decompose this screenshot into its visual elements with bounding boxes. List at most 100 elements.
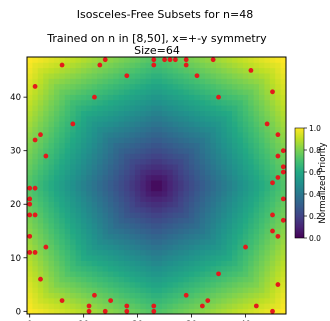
heatmap-cell: [80, 233, 87, 240]
heatmap-cell: [172, 217, 179, 224]
heatmap-cell: [242, 281, 249, 288]
heatmap-cell: [188, 222, 195, 229]
heatmap-cell: [248, 137, 255, 144]
heatmap-cell: [188, 185, 195, 192]
heatmap-cell: [113, 164, 120, 170]
heatmap-cell: [156, 73, 163, 79]
heatmap-cell: [215, 303, 222, 310]
heatmap-cell: [53, 164, 60, 170]
heatmap-cell: [53, 126, 60, 133]
heatmap-cell: [151, 228, 157, 235]
heatmap-cell: [280, 105, 287, 111]
heatmap-cell: [226, 281, 233, 288]
heatmap-cell: [102, 83, 109, 90]
heatmap-cell: [107, 148, 114, 154]
colorbar-ticks: 0.00.20.40.60.81.0: [304, 124, 321, 243]
heatmap-cell: [80, 94, 87, 101]
heatmap-cell: [118, 297, 125, 304]
heatmap-cell: [226, 249, 233, 256]
heatmap-cell: [107, 281, 114, 288]
heatmap-cell: [43, 174, 49, 181]
heatmap-cell: [97, 148, 103, 154]
heatmap-cell: [145, 201, 152, 208]
heatmap-cell: [97, 308, 103, 315]
heatmap-cell: [269, 99, 276, 106]
heatmap-cell: [269, 217, 276, 224]
heatmap-cell: [91, 78, 98, 85]
heatmap-cell: [91, 83, 98, 90]
heatmap-cell: [248, 255, 255, 261]
heatmap-cell: [70, 222, 76, 229]
heatmap-cell: [156, 303, 163, 310]
heatmap-cell: [140, 185, 147, 192]
heatmap-cell: [172, 94, 179, 101]
heatmap-cell: [221, 105, 228, 111]
heatmap-cell: [43, 281, 49, 288]
heatmap-cell: [75, 276, 82, 283]
heatmap-cell: [194, 255, 201, 261]
heatmap-cell: [178, 190, 184, 197]
heatmap-cell: [140, 169, 147, 176]
heatmap-cell: [275, 158, 282, 165]
heatmap-cell: [129, 276, 136, 283]
heatmap-cell: [275, 303, 282, 310]
heatmap-cell: [269, 260, 276, 267]
heatmap-cell: [64, 115, 71, 122]
heatmap-cell: [91, 308, 98, 315]
heatmap-cell: [107, 131, 114, 138]
heatmap-cell: [32, 94, 39, 101]
heatmap-cell: [161, 142, 168, 149]
heatmap-cell: [188, 190, 195, 197]
heatmap-cell: [70, 174, 76, 181]
heatmap-cell: [37, 121, 44, 127]
heatmap-cell: [151, 260, 157, 267]
heatmap-cell: [140, 153, 147, 160]
heatmap-cell: [178, 110, 184, 117]
scatter-point: [124, 308, 130, 314]
heatmap-cell: [259, 78, 265, 85]
heatmap-cell: [237, 303, 244, 310]
heatmap-cell: [172, 303, 179, 310]
heatmap-cell: [199, 73, 206, 79]
y-tick-label: 10: [10, 254, 21, 264]
heatmap-cell: [124, 244, 130, 251]
colorbar-tick-label: 0.0: [309, 234, 321, 243]
heatmap-cell: [183, 148, 190, 154]
heatmap-cell: [172, 228, 179, 235]
heatmap-cell: [172, 196, 179, 202]
heatmap-cell: [86, 190, 93, 197]
heatmap-cell: [118, 131, 125, 138]
heatmap-cell: [275, 142, 282, 149]
heatmap-cell: [80, 158, 87, 165]
heatmap-cell: [97, 281, 103, 288]
heatmap-cell: [75, 308, 82, 315]
heatmap-cell: [64, 110, 71, 117]
heatmap-cell: [215, 260, 222, 267]
heatmap-cell: [86, 67, 93, 74]
heatmap-cell: [210, 126, 217, 133]
heatmap-cell: [226, 271, 233, 277]
heatmap-cell: [221, 217, 228, 224]
heatmap-cell: [32, 73, 39, 79]
heatmap-cell: [232, 303, 238, 310]
heatmap-cell: [37, 281, 44, 288]
heatmap-cell: [145, 115, 152, 122]
heatmap-cell: [145, 105, 152, 111]
heatmap-cell: [129, 105, 136, 111]
heatmap-cell: [145, 164, 152, 170]
heatmap-cell: [156, 260, 163, 267]
heatmap-cell: [161, 78, 168, 85]
heatmap-cell: [32, 308, 39, 315]
heatmap-cell: [183, 260, 190, 267]
heatmap-cell: [167, 99, 174, 106]
heatmap-cell: [178, 62, 184, 69]
heatmap-cell: [59, 255, 66, 261]
heatmap-cell: [86, 94, 93, 101]
heatmap-cell: [145, 169, 152, 176]
heatmap-cell: [156, 249, 163, 256]
heatmap-cell: [37, 228, 44, 235]
heatmap-cell: [37, 255, 44, 261]
heatmap-cell: [113, 158, 120, 165]
heatmap-cell: [199, 94, 206, 101]
heatmap-cell: [59, 142, 66, 149]
